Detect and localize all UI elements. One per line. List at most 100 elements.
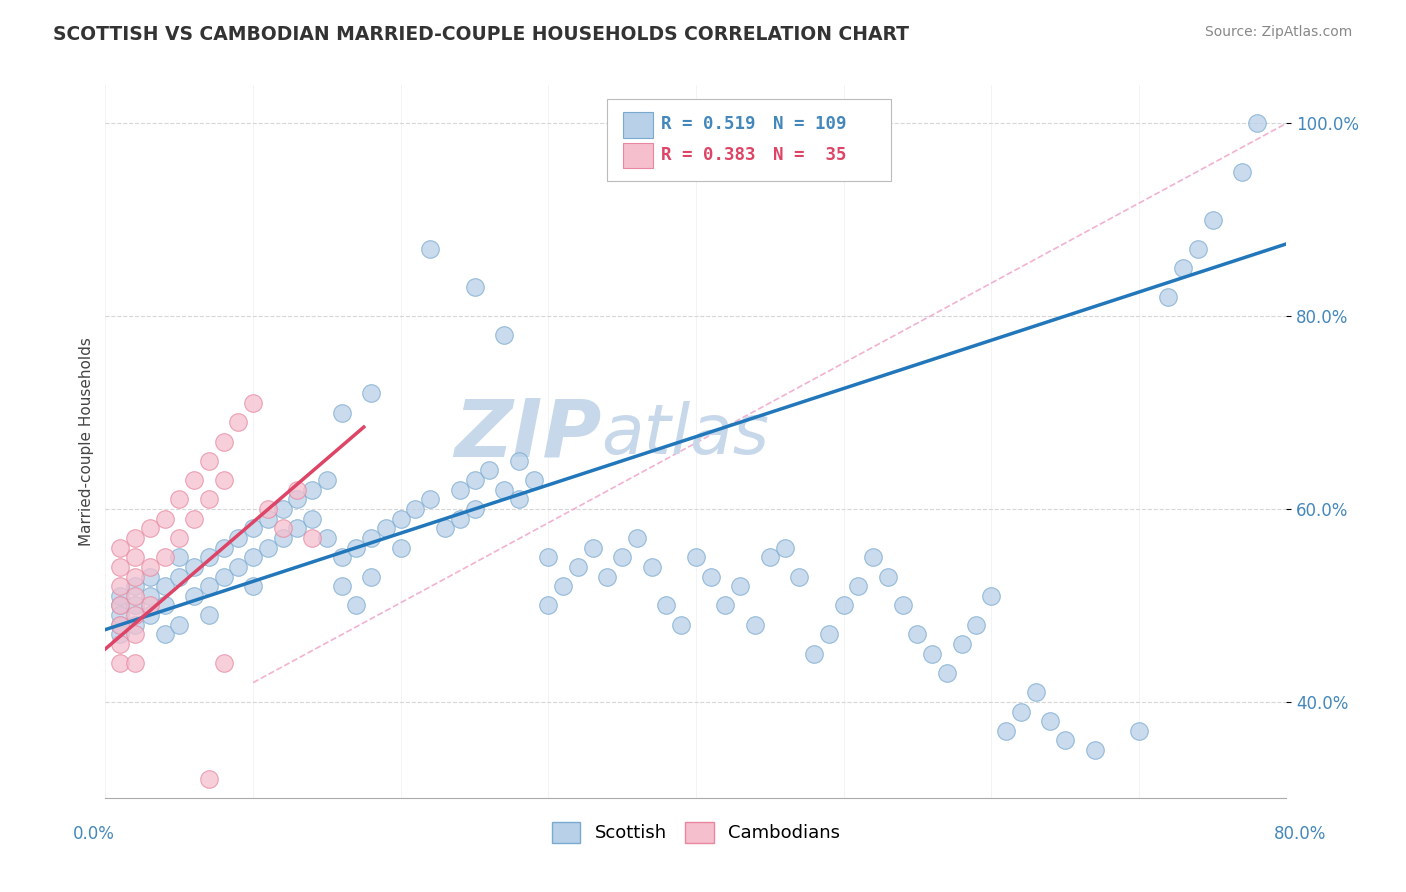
Point <box>315 473 337 487</box>
Point <box>271 502 294 516</box>
Point <box>138 560 162 574</box>
Point <box>877 569 900 583</box>
Point <box>330 550 353 565</box>
Point <box>537 599 560 613</box>
Point <box>228 531 250 545</box>
Point <box>921 647 943 661</box>
Point <box>138 521 162 535</box>
Point <box>685 550 707 565</box>
FancyBboxPatch shape <box>623 112 654 137</box>
Point <box>110 637 132 651</box>
Point <box>1054 733 1077 747</box>
Point <box>287 492 309 507</box>
Point <box>212 434 235 449</box>
Point <box>1246 116 1268 130</box>
Legend: Scottish, Cambodians: Scottish, Cambodians <box>544 814 848 850</box>
Point <box>1187 242 1209 256</box>
Point <box>110 627 132 641</box>
Point <box>169 492 191 507</box>
Point <box>582 541 605 555</box>
Text: 0.0%: 0.0% <box>73 825 115 843</box>
Point <box>803 647 825 661</box>
Point <box>1024 685 1046 699</box>
Point <box>551 579 574 593</box>
Point <box>907 627 929 641</box>
Point <box>744 617 766 632</box>
Point <box>124 579 146 593</box>
Text: Source: ZipAtlas.com: Source: ZipAtlas.com <box>1205 25 1353 39</box>
Point <box>936 665 959 680</box>
Point <box>124 531 146 545</box>
Point <box>626 531 648 545</box>
Point <box>124 589 146 603</box>
Point <box>360 569 382 583</box>
Point <box>523 473 546 487</box>
Point <box>153 511 176 525</box>
Point <box>360 386 382 401</box>
Point <box>449 483 471 497</box>
Point <box>242 550 264 565</box>
Point <box>330 406 353 420</box>
Point <box>124 599 146 613</box>
Point <box>228 415 250 429</box>
Point <box>197 579 219 593</box>
Point <box>995 723 1018 738</box>
Point <box>315 531 337 545</box>
Point <box>183 560 205 574</box>
Point <box>891 599 914 613</box>
Text: N = 109: N = 109 <box>773 115 846 133</box>
Point <box>1157 290 1180 304</box>
Point <box>449 511 471 525</box>
Point <box>271 521 294 535</box>
Point <box>110 599 132 613</box>
Point <box>124 627 146 641</box>
FancyBboxPatch shape <box>607 99 891 181</box>
Point <box>492 328 515 343</box>
Point <box>124 617 146 632</box>
Point <box>346 599 368 613</box>
Point <box>699 569 723 583</box>
Y-axis label: Married-couple Households: Married-couple Households <box>79 337 94 546</box>
Point <box>980 589 1002 603</box>
Point <box>197 772 219 786</box>
Point <box>671 617 693 632</box>
Point <box>1201 212 1223 227</box>
Point <box>183 511 205 525</box>
Point <box>138 569 162 583</box>
Point <box>153 550 176 565</box>
Point <box>1171 260 1194 275</box>
Point <box>301 483 323 497</box>
Point <box>508 454 530 468</box>
Point <box>773 541 796 555</box>
Point <box>818 627 841 641</box>
Point <box>212 541 235 555</box>
Text: atlas: atlas <box>602 401 769 468</box>
Point <box>405 502 427 516</box>
Point <box>714 599 737 613</box>
Point <box>759 550 782 565</box>
Point <box>212 473 235 487</box>
Point <box>508 492 530 507</box>
Point <box>433 521 456 535</box>
Point <box>287 483 309 497</box>
Point <box>110 589 132 603</box>
Point <box>950 637 973 651</box>
Point <box>110 617 132 632</box>
Point <box>271 531 294 545</box>
Point <box>567 560 589 574</box>
Point <box>287 521 309 535</box>
Text: R = 0.519: R = 0.519 <box>661 115 755 133</box>
Point <box>242 579 264 593</box>
Point <box>374 521 398 535</box>
Point <box>257 541 280 555</box>
Point <box>846 579 869 593</box>
Point <box>110 560 132 574</box>
Point <box>862 550 884 565</box>
Point <box>110 579 132 593</box>
Point <box>419 242 441 256</box>
Point <box>360 531 382 545</box>
Point <box>110 657 132 671</box>
Point <box>169 550 191 565</box>
Point <box>183 589 205 603</box>
Point <box>138 608 162 623</box>
